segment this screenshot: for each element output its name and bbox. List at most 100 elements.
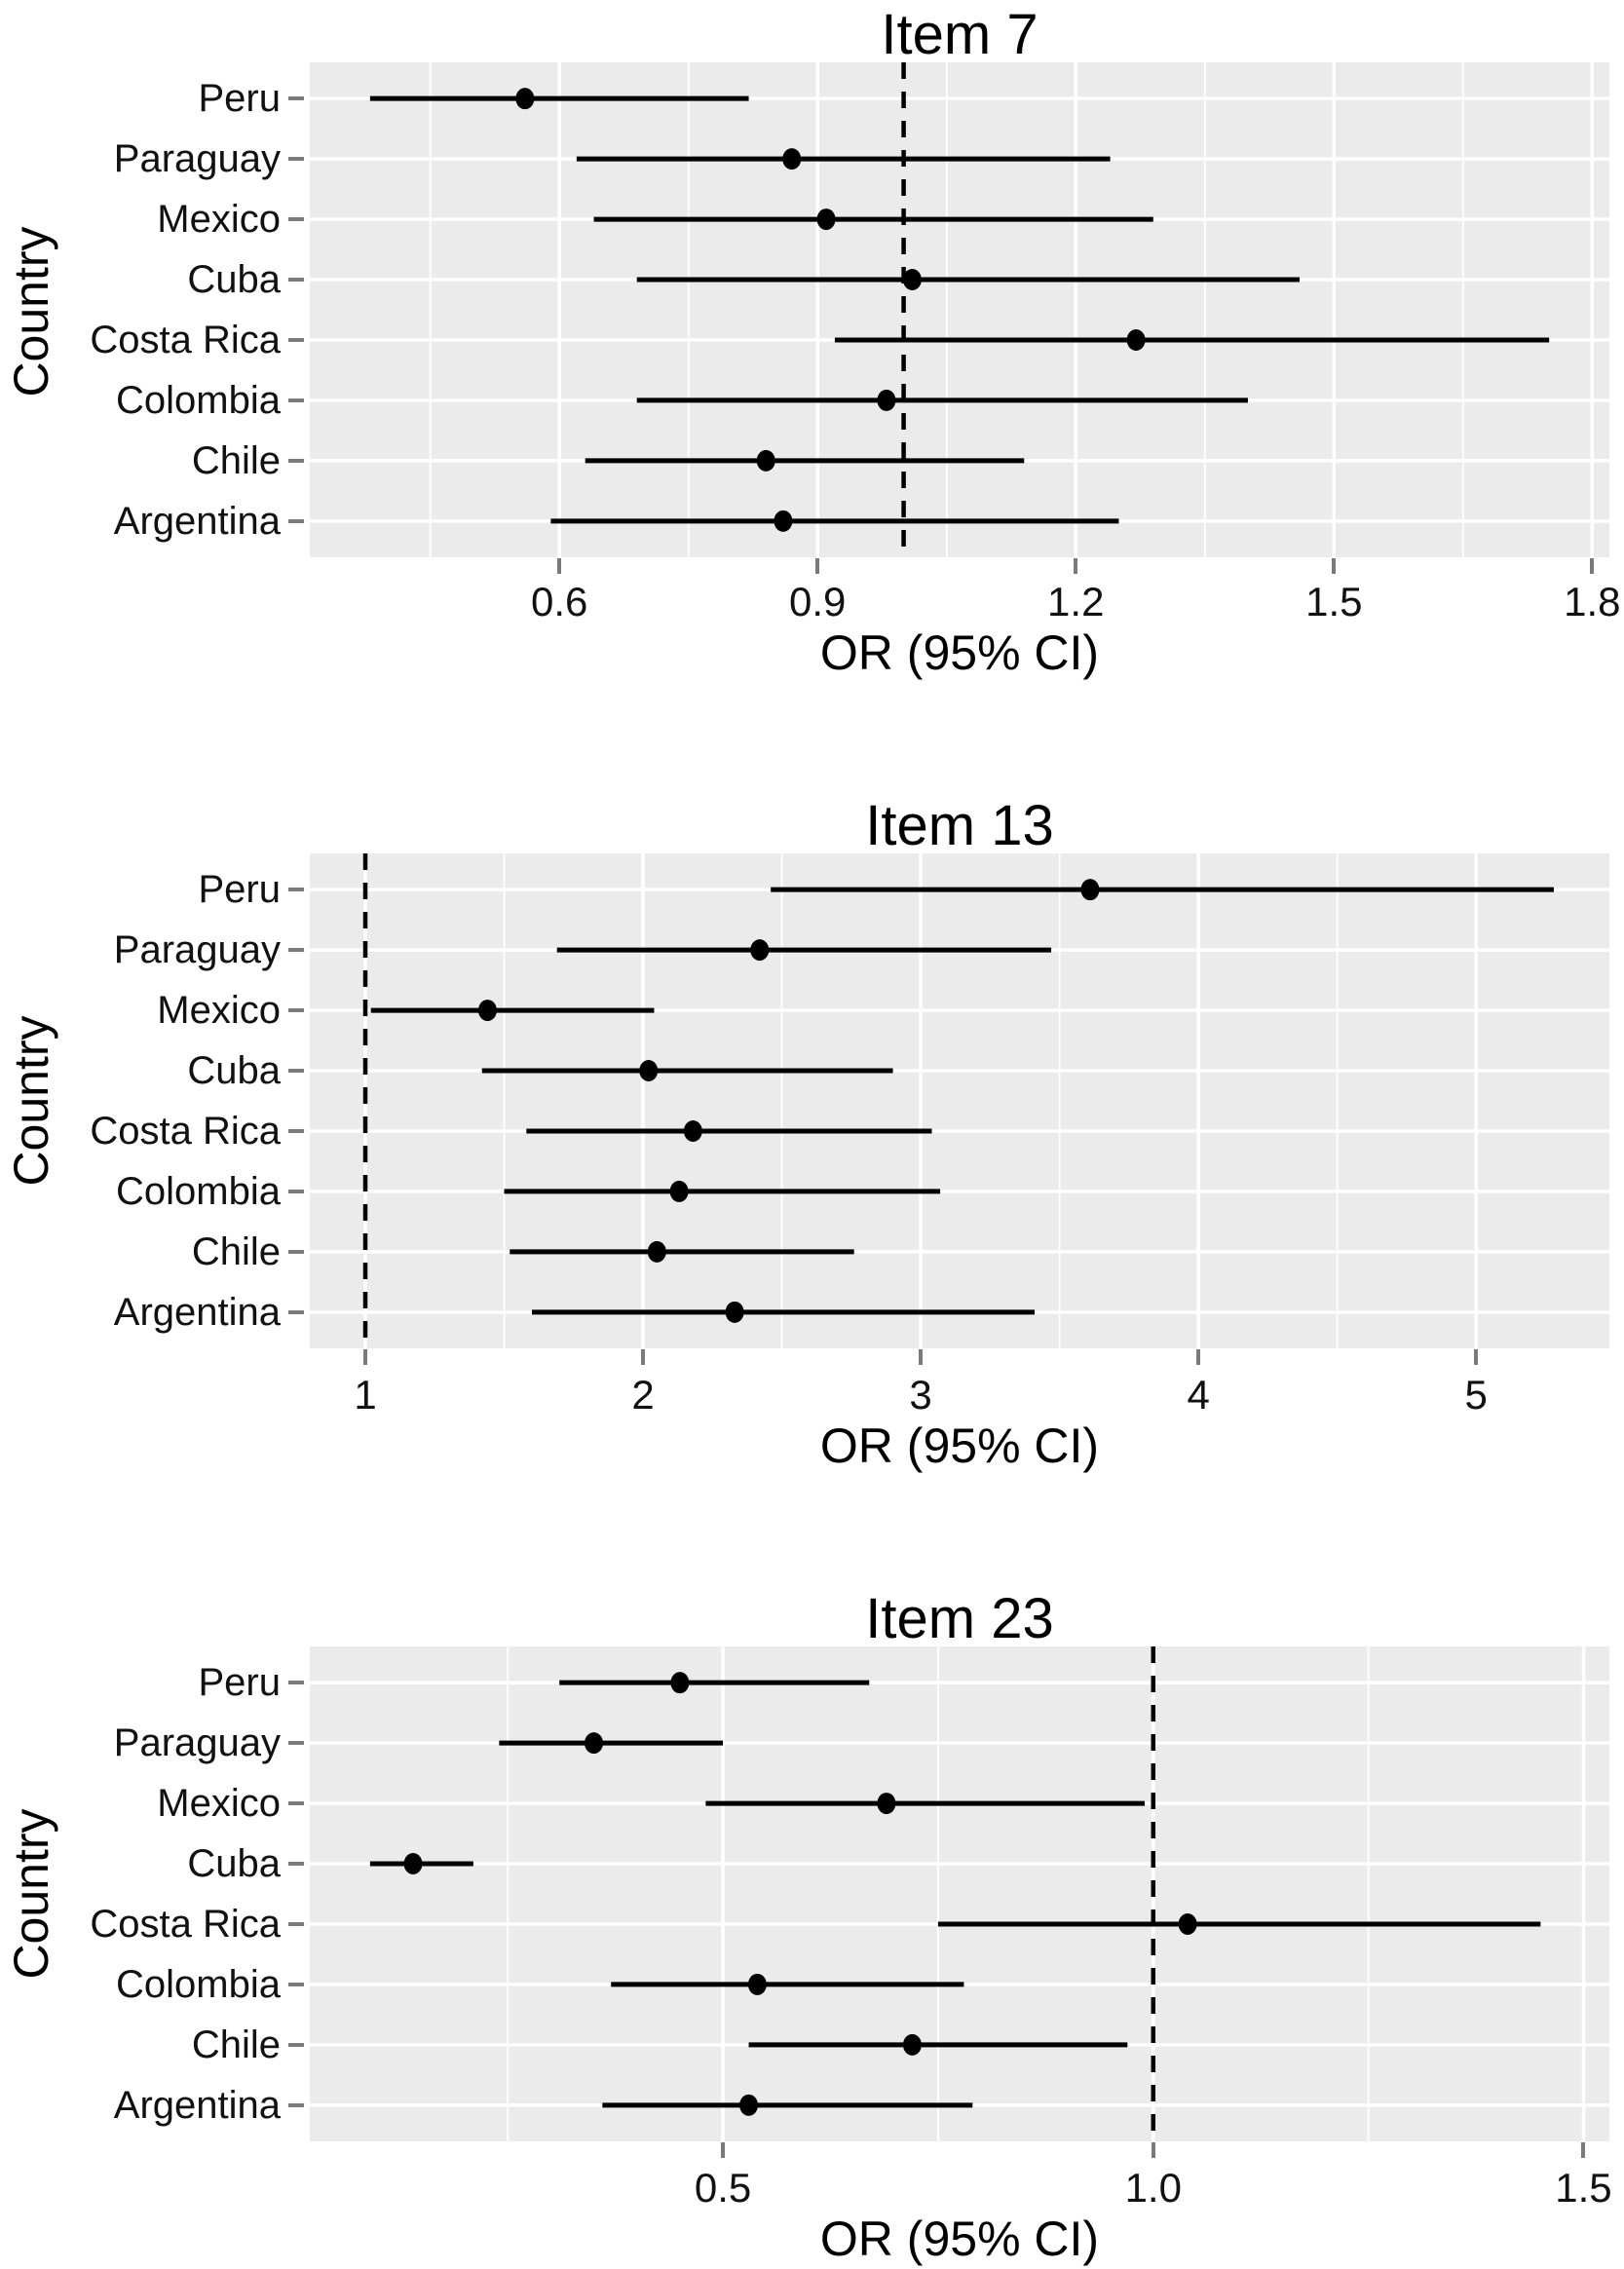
or-point-cuba	[639, 1060, 659, 1082]
country-label-mexico: Mexico	[157, 989, 281, 1033]
or-point-cuba	[902, 269, 922, 291]
panel-title-item-7: Item 7	[881, 3, 1039, 66]
panel-background	[310, 62, 1609, 557]
y-axis-tick	[288, 1128, 304, 1133]
or-point-chile	[647, 1240, 666, 1263]
y-axis-tick	[288, 518, 304, 523]
y-axis-tick	[288, 1921, 304, 1926]
panel-title-item-13: Item 13	[865, 794, 1054, 857]
country-label-costa-rica: Costa Rica	[90, 1902, 281, 1946]
country-label-chile: Chile	[191, 2023, 281, 2066]
x-tick-label: 0.9	[789, 579, 847, 624]
y-axis-tick	[288, 948, 304, 953]
country-label-paraguay: Paraguay	[113, 928, 281, 972]
x-tick-label: 1.2	[1047, 579, 1105, 624]
y-axis-tick	[288, 1069, 304, 1074]
x-tick-label: 1	[354, 1372, 377, 1418]
plot-area-svg	[310, 62, 1609, 557]
x-axis-tick	[721, 2142, 726, 2158]
or-point-mexico	[477, 1000, 497, 1022]
or-point-paraguay	[750, 939, 770, 962]
country-label-argentina: Argentina	[113, 1290, 281, 1334]
y-axis-tick	[288, 157, 304, 162]
country-label-cuba: Cuba	[187, 1049, 281, 1093]
or-point-colombia	[877, 389, 896, 411]
country-label-colombia: Colombia	[116, 1962, 281, 2006]
panel-background	[310, 1646, 1609, 2141]
x-tick-label: 0.5	[694, 2165, 752, 2211]
or-point-colombia	[669, 1180, 689, 1202]
y-axis-tick	[288, 1741, 304, 1746]
or-point-argentina	[739, 2094, 759, 2116]
x-axis-tick	[363, 1349, 367, 1365]
country-label-costa-rica: Costa Rica	[90, 318, 281, 361]
or-point-chile	[756, 449, 775, 472]
country-label-chile: Chile	[191, 438, 281, 482]
panel-background	[310, 853, 1609, 1348]
plot-area-item-23	[310, 1646, 1609, 2141]
y-axis-tick	[288, 278, 304, 283]
country-label-peru: Peru	[198, 868, 282, 912]
y-axis-tick	[288, 1681, 304, 1685]
y-axis-tick	[288, 2042, 304, 2047]
x-tick-label: 1.8	[1564, 579, 1621, 624]
plot-area-item-7	[310, 62, 1609, 557]
x-tick-label: 5	[1464, 1372, 1488, 1418]
y-axis-tick	[288, 1982, 304, 1986]
or-point-chile	[902, 2033, 922, 2056]
country-label-colombia: Colombia	[116, 1169, 281, 1213]
x-axis-title-panel-1: OR (95% CI)	[819, 625, 1100, 680]
or-point-costa-rica	[683, 1119, 702, 1142]
x-axis-tick	[1074, 558, 1078, 574]
or-point-costa-rica	[1178, 1912, 1197, 1935]
x-axis-tick	[1151, 2142, 1155, 2158]
or-point-peru	[1080, 879, 1100, 901]
or-point-peru	[515, 88, 535, 110]
or-point-paraguay	[782, 148, 802, 170]
x-tick-label: 3	[909, 1372, 932, 1418]
x-axis-tick	[1581, 2142, 1586, 2158]
y-axis-tick	[288, 1309, 304, 1314]
y-axis-tick	[288, 1008, 304, 1013]
or-point-paraguay	[585, 1732, 604, 1755]
x-tick-label: 0.6	[530, 579, 588, 624]
y-axis-tick	[288, 458, 304, 463]
country-label-peru: Peru	[198, 1661, 282, 1705]
country-label-paraguay: Paraguay	[113, 1721, 281, 1765]
or-point-argentina	[774, 510, 793, 532]
y-axis-tick	[288, 1862, 304, 1867]
x-axis-tick	[1590, 558, 1595, 574]
x-tick-label: 1.5	[1305, 579, 1363, 624]
plot-area-svg	[310, 853, 1609, 1348]
y-axis-tick	[288, 337, 304, 342]
x-axis-title-panel-2: OR (95% CI)	[819, 1418, 1100, 1473]
country-label-peru: Peru	[198, 77, 282, 121]
x-axis-tick	[919, 1349, 924, 1365]
country-label-cuba: Cuba	[187, 258, 281, 302]
y-axis-tick	[288, 1189, 304, 1193]
y-axis-tick	[288, 1249, 304, 1254]
or-point-cuba	[403, 1853, 423, 1875]
y-axis-tick	[288, 888, 304, 892]
y-axis-tick	[288, 2102, 304, 2107]
x-axis-tick	[1474, 1349, 1479, 1365]
x-axis-tick	[1196, 1349, 1201, 1365]
x-axis-title-panel-3: OR (95% CI)	[819, 2212, 1100, 2266]
y-axis-tick	[288, 1801, 304, 1806]
x-tick-label: 1.0	[1124, 2165, 1182, 2211]
x-axis-tick	[1332, 558, 1337, 574]
country-label-colombia: Colombia	[116, 378, 281, 422]
x-tick-label: 4	[1187, 1372, 1210, 1418]
y-axis-tick	[288, 96, 304, 101]
country-label-costa-rica: Costa Rica	[90, 1109, 281, 1153]
or-point-costa-rica	[1126, 328, 1146, 351]
y-axis-tick	[288, 217, 304, 222]
country-label-mexico: Mexico	[157, 1782, 281, 1826]
country-label-chile: Chile	[191, 1229, 281, 1273]
or-point-mexico	[877, 1793, 896, 1815]
or-point-colombia	[747, 1973, 767, 1995]
x-axis-tick	[641, 1349, 646, 1365]
x-axis-tick	[557, 558, 562, 574]
country-label-mexico: Mexico	[157, 198, 281, 242]
country-label-argentina: Argentina	[113, 2083, 281, 2127]
